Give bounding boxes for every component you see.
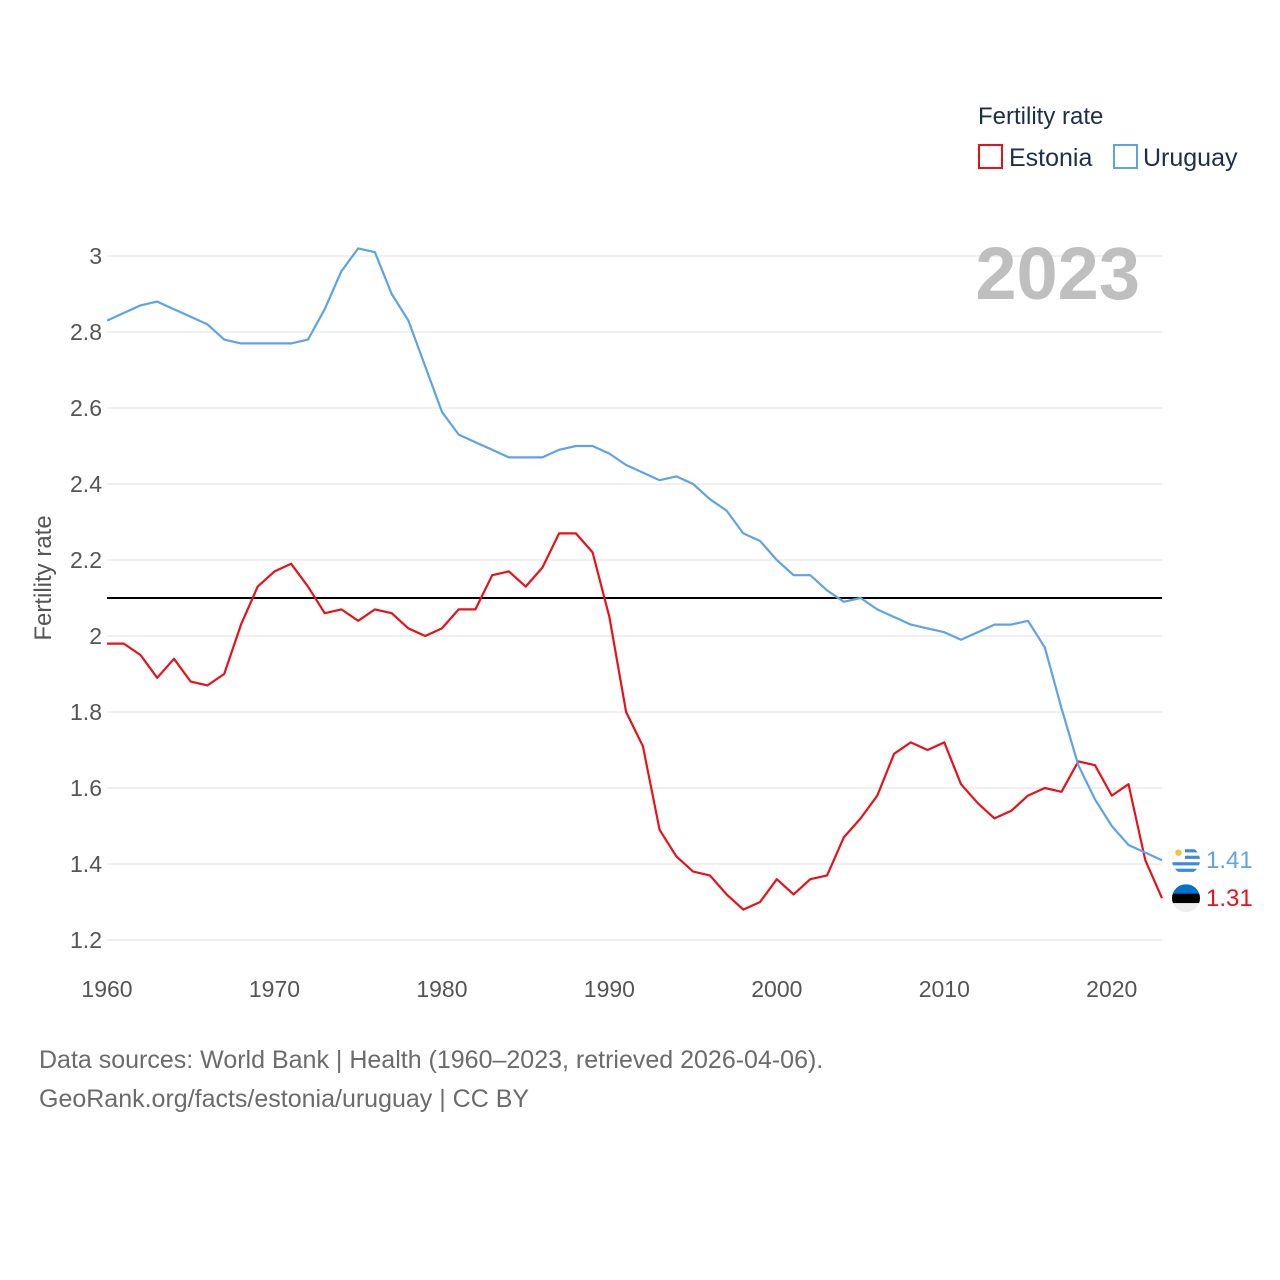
y-tick-label: 2.8 xyxy=(70,319,102,345)
flag-icon-estonia xyxy=(1172,884,1200,913)
x-tick-label: 1990 xyxy=(584,976,635,1002)
series-line-estonia xyxy=(107,532,1164,911)
x-tick-label: 1960 xyxy=(81,976,132,1002)
y-tick-label: 3 xyxy=(89,243,102,269)
legend-title: Fertility rate xyxy=(978,103,1103,130)
y-tick-label: 1.6 xyxy=(70,775,102,801)
legend-label-estonia: Estonia xyxy=(1009,144,1092,172)
footer-sources: Data sources: World Bank | Health (1960–… xyxy=(39,1046,824,1074)
y-tick-label: 2.6 xyxy=(70,395,102,421)
x-tick-label: 1980 xyxy=(416,976,467,1002)
x-tick-label: 2020 xyxy=(1086,976,1137,1002)
x-tick-label: 1970 xyxy=(249,976,300,1002)
flag-icon-uruguay xyxy=(1172,846,1200,875)
footer-link[interactable]: GeoRank.org/facts/estonia/uruguay | CC B… xyxy=(39,1085,530,1113)
y-tick-label: 2 xyxy=(89,623,102,649)
series-line-uruguay xyxy=(106,247,1163,862)
end-value-label-uruguay: 1.41 xyxy=(1206,847,1253,874)
y-tick-label: 1.8 xyxy=(70,699,102,725)
y-tick-label: 2.2 xyxy=(70,547,102,573)
y-tick-label: 2.4 xyxy=(70,471,102,497)
y-axis-label: Fertility rate xyxy=(30,515,57,640)
legend-swatch-uruguay xyxy=(1113,144,1138,169)
year-label: 2023 xyxy=(975,232,1140,315)
footer: Data sources: World Bank | Health (1960–… xyxy=(39,1041,823,1119)
y-axis-ticks: 1.2 1.4 1.6 1.8 2 2.2 2.4 2.6 2.8 3 xyxy=(70,243,102,953)
grid-lines xyxy=(107,255,1162,941)
legend: Fertility rate Estonia Uruguay xyxy=(978,103,1238,172)
y-tick-label: 1.2 xyxy=(70,927,102,953)
fertility-rate-chart: 1.21.41.61.822.22.42.62.83 1960 1970 1980 1… xyxy=(30,103,1253,1002)
end-value-label-estonia: 1.31 xyxy=(1206,885,1253,912)
x-tick-label: 2010 xyxy=(919,976,970,1002)
y-tick-label: 1.4 xyxy=(70,851,102,877)
x-axis-ticks: 1960 1970 1980 1990 2000 2010 2020 xyxy=(81,976,1137,1002)
legend-swatch-estonia xyxy=(978,144,1003,169)
series-end-markers: 1.31 1.41 xyxy=(1172,846,1253,913)
x-tick-label: 2000 xyxy=(751,976,802,1002)
legend-label-uruguay: Uruguay xyxy=(1143,144,1238,172)
series-lines xyxy=(106,247,1164,911)
